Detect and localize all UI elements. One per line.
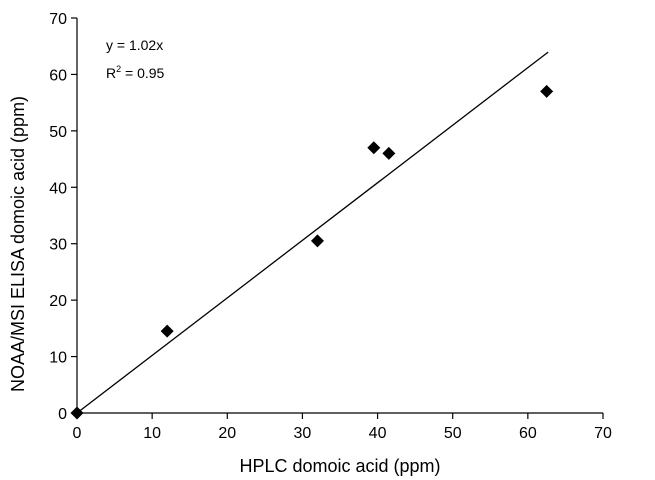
y-tick-label: 40 — [49, 180, 67, 197]
data-point-diamond — [367, 141, 381, 155]
x-tick-label: 70 — [594, 425, 612, 442]
y-tick-label: 0 — [58, 406, 67, 423]
data-point-diamond — [160, 324, 174, 338]
data-points — [70, 84, 554, 420]
x-tick-label: 40 — [369, 425, 387, 442]
x-tick-label: 50 — [444, 425, 462, 442]
data-point-diamond — [70, 406, 84, 420]
trendline — [76, 51, 549, 414]
x-axis-label: HPLC domoic acid (ppm) — [239, 456, 440, 476]
x-tick-label: 0 — [73, 425, 82, 442]
data-point-diamond — [540, 84, 554, 98]
plot-area: 0 10 20 30 40 50 60 70 0 10 20 30 40 50 60 70 — [49, 11, 612, 442]
y-tick-label: 60 — [49, 67, 67, 84]
x-tick-label: 30 — [294, 425, 312, 442]
data-point-diamond — [382, 146, 396, 160]
y-tick-label: 70 — [49, 11, 67, 28]
equation-annotation: y = 1.02x — [106, 37, 163, 53]
data-point-diamond — [310, 234, 324, 248]
x-tick-label: 10 — [143, 425, 161, 442]
x-tick-label: 20 — [218, 425, 236, 442]
y-axis-label: NOAA/MSI ELISA domoic acid (ppm) — [8, 96, 28, 392]
x-tick-label: 60 — [519, 425, 537, 442]
y-tick-label: 50 — [49, 124, 67, 141]
y-tick-label: 30 — [49, 237, 67, 254]
r-squared-annotation: R2 = 0.95 — [106, 64, 165, 81]
y-tick-label: 10 — [49, 350, 67, 367]
x-axis-ticks: 0 10 20 30 40 50 60 70 — [73, 413, 612, 442]
y-axis-ticks: 0 10 20 30 40 50 60 70 — [49, 11, 77, 423]
y-tick-label: 20 — [49, 293, 67, 310]
